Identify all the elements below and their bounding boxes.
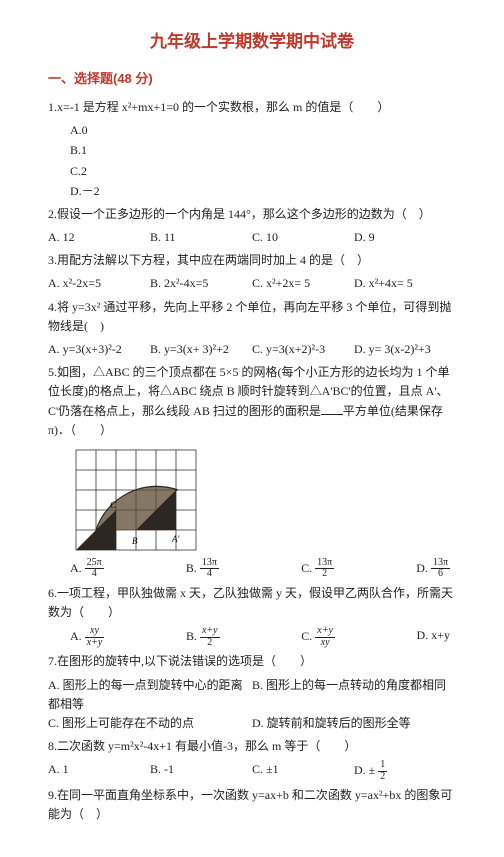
q5-opt-a: A. 25π4 xyxy=(70,558,104,580)
svg-text:B: B xyxy=(132,536,138,546)
q5-opt-d: D. 13π6 xyxy=(416,558,450,580)
q7-opt-d: D. 旋转前和旋转后的图形全等 xyxy=(252,714,456,733)
svg-text:C: C xyxy=(110,500,117,510)
q9-stem: 9.在同一平面直角坐标系中，一次函数 y=ax+b 和二次函数 y=ax²+bx… xyxy=(48,786,456,824)
q3-opt-c: C. x²+2x= 5 xyxy=(252,274,354,293)
q6-opt-d: D. x+y xyxy=(417,626,450,648)
q8-opt-b: B. -1 xyxy=(150,760,252,782)
q1-opt-d: D.－2 xyxy=(70,182,456,201)
q4-stem: 4.将 y=3x² 通过平移，先向上平移 2 个单位，再向左平移 3 个单位，可… xyxy=(48,298,456,336)
svg-text:A': A' xyxy=(171,534,180,544)
q1-opt-c: C.2 xyxy=(70,162,456,181)
q7-opt-b: B. 图形上的每一点转动的角度都相同 xyxy=(252,676,456,714)
section-heading: 一、选择题(48 分) xyxy=(48,69,456,90)
q8-opt-d: D. ± 12 xyxy=(354,760,456,782)
q3-stem: 3.用配方法解以下方程，其中应在两端同时加上 4 的是（ ） xyxy=(48,251,456,270)
q8-opt-a: A. 1 xyxy=(48,760,150,782)
q3-opt-b: B. 2x²-4x=5 xyxy=(150,274,252,293)
page-title: 九年级上学期数学期中试卷 xyxy=(48,28,456,55)
q4-opt-d: D. y= 3(x-2)²+3 xyxy=(354,340,456,359)
q6-stem: 6.一项工程，甲队独做需 x 天，乙队独做需 y 天，假设甲乙两队合作，所需天数… xyxy=(48,584,456,622)
q4-opt-c: C. y=3(x+2)²-3 xyxy=(252,340,354,359)
q6-opt-c: C. x+yxy xyxy=(301,626,335,648)
q2-opt-b: B. 11 xyxy=(150,228,252,247)
q3-opt-d: D. x²+4x= 5 xyxy=(354,274,456,293)
q1-opt-a: A.0 xyxy=(70,121,456,140)
q2-opt-a: A. 12 xyxy=(48,228,150,247)
q1-stem: 1.x=-1 是方程 x²+mx+1=0 的一个实数根，那么 m 的值是（ ） xyxy=(48,98,456,117)
q7-opt-c: C. 图形上可能存在不动的点 xyxy=(48,714,252,733)
blank xyxy=(321,404,343,415)
q6-opt-a: A. xyx+y xyxy=(70,626,104,648)
q4-opt-b: B. y=3(x+ 3)²+2 xyxy=(150,340,252,359)
q4-opt-a: A. y=3(x+3)²-2 xyxy=(48,340,150,359)
q2-stem: 2.假设一个正多边形的一个内角是 144°，那么这个多边形的边数为（ ） xyxy=(48,205,456,224)
q5-figure: C A' B xyxy=(66,444,206,556)
q5-opt-c: C. 13π2 xyxy=(301,558,334,580)
q8-stem: 8.二次函数 y=m²x²-4x+1 有最小值-3，那么 m 等于（ ） xyxy=(48,737,456,756)
q7-stem: 7.在图形的旋转中,以下说法错误的选项是（ ） xyxy=(48,652,456,671)
q1-opt-b: B.1 xyxy=(70,141,456,160)
q3-opt-a: A. x²-2x=5 xyxy=(48,274,150,293)
q7-opt-a: A. 图形上的每一点到旋转中心的距离都相等 xyxy=(48,676,252,714)
q8-opt-c: C. ±1 xyxy=(252,760,354,782)
q6-opt-b: B. x+y2 xyxy=(186,626,220,648)
q2-opt-d: D. 9 xyxy=(354,228,456,247)
q5-opt-b: B. 13π4 xyxy=(186,558,219,580)
q5-stem: 5.如图，△ABC 的三个顶点都在 5×5 的网格(每个小正方形的边长均为 1 … xyxy=(48,363,456,440)
q2-opt-c: C. 10 xyxy=(252,228,354,247)
